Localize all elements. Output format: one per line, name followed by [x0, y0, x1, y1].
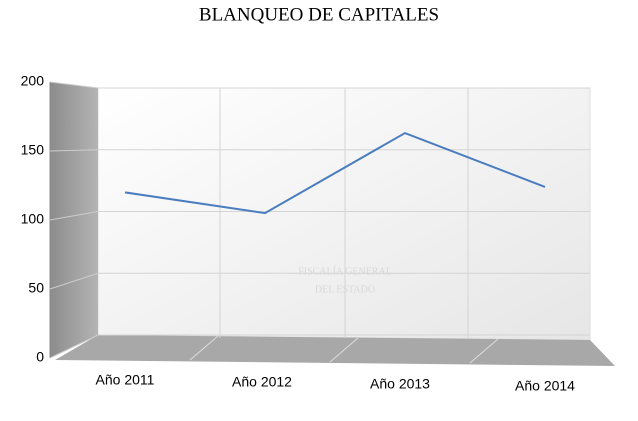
- grid-line: [49, 81, 99, 89]
- floor: [55, 335, 615, 366]
- floor-divider: [329, 337, 359, 363]
- back-wall: [97, 87, 591, 341]
- y-tick-label: 200: [21, 73, 45, 89]
- side-wall: [50, 82, 98, 358]
- grid-line: [49, 334, 99, 359]
- y-tick-label: 0: [36, 349, 44, 365]
- grid-line: [49, 211, 99, 221]
- y-tick-label: 50: [28, 280, 44, 296]
- x-tick-label: Año 2011: [96, 372, 155, 388]
- y-tick-label: 150: [21, 142, 45, 158]
- line-series: [124, 131, 546, 215]
- x-tick-label: Año 2013: [370, 376, 430, 392]
- grid-line: [49, 272, 99, 290]
- floor-divider: [469, 338, 499, 364]
- floor-divider: [189, 335, 219, 361]
- grid-line: [49, 149, 99, 152]
- x-tick-label: Año 2012: [232, 374, 292, 390]
- x-tick-label: Año 2014: [515, 378, 575, 394]
- y-tick-label: 100: [21, 211, 45, 227]
- chart-title: BLANQUEO DE CAPITALES: [199, 4, 439, 25]
